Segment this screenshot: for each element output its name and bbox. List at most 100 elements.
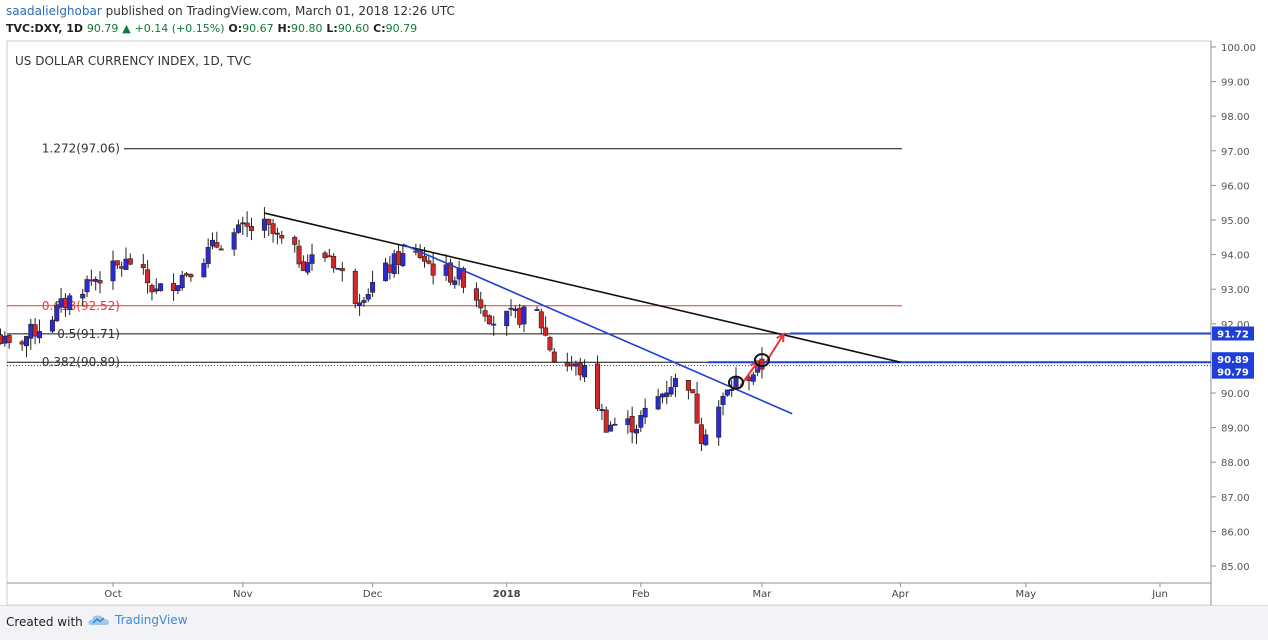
candle-body — [387, 264, 393, 273]
tradingview-brand[interactable]: TradingView — [88, 613, 188, 627]
candle-body — [145, 269, 151, 284]
price-tag-label: 91.72 — [1217, 329, 1249, 340]
price-tag-label: 90.89 — [1217, 355, 1249, 366]
candle-body — [67, 295, 73, 310]
candle-body — [23, 336, 29, 347]
price-chart[interactable]: US DOLLAR CURRENCY INDEX, 1D, TVC 100.00… — [0, 0, 1268, 605]
candle-body — [400, 253, 406, 267]
candle-body — [595, 363, 601, 409]
candle-body — [383, 262, 389, 282]
author-link[interactable]: saadalielghobar — [6, 4, 102, 18]
brand-label: TradingView — [115, 613, 188, 627]
price-tick-label: 97.00 — [1221, 147, 1250, 158]
plot-area[interactable] — [6, 40, 1212, 605]
candle-body — [279, 235, 285, 239]
candle-body — [36, 331, 42, 339]
candle-body — [698, 424, 704, 444]
fib-level-label: 0.618(92.52) — [42, 299, 120, 313]
candle-body — [569, 363, 575, 367]
candle-body — [244, 222, 250, 227]
candle-body — [391, 253, 397, 274]
up-arrow-icon: ▲ — [122, 22, 131, 35]
chart-title: US DOLLAR CURRENCY INDEX, 1D, TVC — [15, 54, 251, 68]
trendlines — [264, 212, 901, 415]
candle-body — [110, 260, 116, 282]
candle-body — [564, 362, 570, 367]
breakout-circle-1 — [728, 375, 745, 390]
candle-body — [733, 377, 739, 388]
close-value: 90.79 — [385, 22, 418, 35]
close-label: C: — [373, 22, 386, 35]
price-axis-ticks: 100.00 99.00 98.00 97.00 96.00 95.00 94.00 93.0… — [1211, 43, 1256, 573]
candle-body — [357, 302, 363, 306]
price-tick-label: 87.00 — [1221, 493, 1250, 504]
candle-body — [447, 262, 453, 283]
candle-body — [266, 219, 272, 225]
price-tick-label: 100.00 — [1221, 43, 1256, 54]
candle-body — [642, 407, 648, 418]
candle-body — [305, 262, 311, 273]
candle-body — [270, 223, 276, 234]
open-value: 90.67 — [242, 22, 274, 35]
fib-level-label: 0.5(91.71) — [57, 327, 120, 341]
black-trendline — [264, 212, 901, 363]
candle-body — [248, 226, 254, 231]
projection-arrow-2-head — [776, 332, 785, 343]
candle-body — [452, 280, 458, 285]
candle-body — [188, 274, 194, 278]
candle-body — [426, 260, 432, 264]
high-label: H: — [277, 22, 292, 35]
price-tags: 91.72 90.89 90.79 — [1212, 326, 1254, 379]
candle-body — [218, 248, 224, 251]
blue-trendline — [402, 243, 793, 415]
candle-body — [491, 323, 497, 326]
breakout-circle-2 — [753, 353, 770, 368]
candle-body — [543, 327, 549, 336]
candle-body — [309, 254, 315, 264]
candle-body — [521, 306, 527, 325]
candle-body — [201, 263, 207, 278]
candle-body — [84, 279, 90, 293]
candle-body — [326, 255, 332, 258]
candle-body — [750, 374, 756, 382]
fib-level-label: 0.382(90.89) — [42, 355, 120, 369]
created-with-text: Created with — [6, 615, 83, 629]
time-tick-label: Apr — [892, 589, 910, 600]
candle-body — [504, 310, 510, 327]
last-price: 90.79 — [86, 22, 119, 35]
candle-body — [659, 393, 665, 398]
time-tick-label: Nov — [233, 589, 253, 600]
candle-body — [361, 300, 367, 303]
price-tick-label: 98.00 — [1221, 112, 1250, 123]
candle-body — [6, 335, 12, 343]
candle-body — [603, 409, 609, 433]
candle-body — [370, 282, 376, 293]
candle-body — [175, 285, 181, 292]
time-tick-label: Dec — [363, 589, 382, 600]
low-label: L: — [326, 22, 338, 35]
candle-body — [672, 378, 678, 388]
candle-body — [335, 267, 341, 270]
price-tag-box — [1212, 352, 1254, 367]
candle-body — [296, 245, 302, 265]
candles — [0, 207, 765, 451]
candle-body — [210, 239, 216, 247]
candle-body — [612, 423, 618, 426]
candle-body — [759, 358, 765, 370]
time-tick-label: Oct — [104, 589, 121, 600]
candle-body — [123, 258, 129, 270]
candle-body — [158, 283, 164, 291]
chart-header: saadalielghobar published on TradingView… — [0, 0, 1268, 40]
price-tick-label: 88.00 — [1221, 458, 1250, 469]
time-tick-label: 2018 — [493, 589, 521, 600]
candle-body — [633, 429, 639, 434]
candle-body — [184, 273, 190, 276]
price-tick-label: 90.00 — [1221, 389, 1250, 400]
candle-body — [140, 264, 146, 269]
price-tag-label: 90.79 — [1217, 368, 1249, 379]
candle-body — [114, 260, 120, 266]
candle-body — [508, 307, 514, 310]
candle-body — [573, 363, 579, 367]
candle-body — [685, 379, 691, 391]
candle-body — [322, 252, 328, 259]
